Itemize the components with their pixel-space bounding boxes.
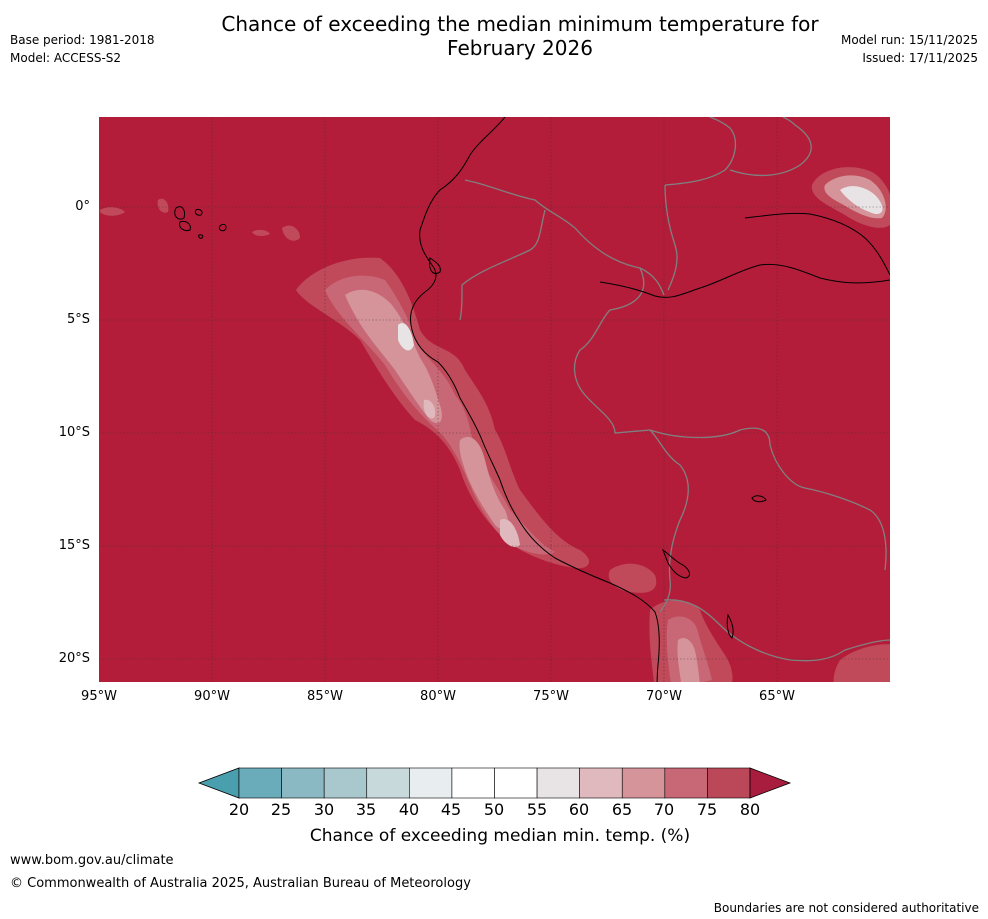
colorbar-cell-65-70 [621, 767, 666, 799]
inland-lake-1 [751, 495, 767, 503]
colorbar-cell-70-75 [664, 767, 708, 799]
boundary-bolivia-brazil [649, 427, 887, 571]
boundary-colombia-south [464, 179, 665, 296]
boundary-peru-bolivia [649, 429, 689, 613]
colorbar-cell-40-45 [409, 767, 453, 799]
probability-field-background [99, 117, 890, 682]
map-title-line1: Chance of exceeding the median minimum t… [221, 12, 819, 36]
inland-lake-2 [726, 613, 734, 639]
rio-negro [744, 212, 890, 276]
galapagos-island-2 [179, 221, 191, 231]
colorbar-cell-30-35 [323, 767, 368, 799]
contour-55-60-coast-patch [423, 399, 436, 419]
contour-70-75-galapagos [157, 198, 169, 213]
galapagos-island-3 [194, 209, 203, 216]
base-period-text: Base period: 1981-2018 [10, 33, 155, 47]
contour-70-75-southeast [833, 644, 890, 682]
colorbar-cell-35-40 [366, 767, 410, 799]
contour-70-75-inland-patch [608, 563, 657, 593]
gulf-of-guayaquil [429, 257, 441, 274]
colorbar-cell-50-55 [494, 767, 538, 799]
colorbar-cell-45-50 [451, 767, 495, 799]
footer-url[interactable]: www.bom.gov.au/climate [10, 853, 174, 868]
boundary-ecuador-peru [459, 209, 546, 321]
contour-70-75-west-edge [100, 207, 125, 216]
footer-boundaries-note: Boundaries are not considered authoritat… [713, 901, 979, 915]
boundary-colombia-brazil [664, 184, 678, 291]
galapagos-island-4 [218, 223, 227, 232]
contour-50-55-northeast [840, 186, 883, 215]
colorbar-cell-20-25 [238, 767, 282, 799]
contour-50-55-coast-peak [398, 322, 414, 351]
south-america-coastline [410, 117, 660, 682]
boundary-peru-brazil [573, 267, 651, 434]
galapagos-island-5 [198, 234, 204, 239]
colorbar-title: Chance of exceeding median min. temp. (%… [309, 826, 691, 846]
country-boundaries [459, 117, 890, 662]
footer-copyright: © Commonwealth of Australia 2025, Austra… [10, 876, 471, 891]
colorbar-cell-60-65 [579, 767, 623, 799]
lat-lon-gridlines [99, 117, 890, 682]
coastlines-rivers [174, 117, 890, 682]
amazon-river [599, 263, 890, 298]
model-run-text: Model run: 15/11/2025 [840, 33, 978, 47]
colorbar-cell-55-60 [536, 767, 580, 799]
contour-60-65-coast-north [345, 289, 442, 424]
contour-70-75-ocean-patch [282, 225, 300, 241]
boundary-bolivia-south [663, 599, 890, 662]
boundary-venezuela-brazil [729, 117, 812, 177]
contour-70-75-ocean-patch-small [252, 229, 270, 237]
contour-60-65-altiplano [677, 637, 700, 682]
colorbar-high-extension [749, 767, 792, 799]
model-name-text: Model: ACCESS-S2 [10, 51, 122, 65]
colorbar-cell-75-80 [707, 767, 751, 799]
contour-60-65-coast-central [459, 436, 508, 530]
colorbar-low-extension [197, 767, 240, 799]
colorbar-cells [238, 767, 751, 799]
probability-contours [100, 167, 890, 682]
colorbar [197, 767, 792, 799]
lake-titicaca [661, 548, 691, 579]
contour-55-60-coast-south [500, 519, 520, 547]
issued-date-text: Issued: 17/11/2025 [862, 51, 978, 65]
map-title-line2: February 2026 [447, 36, 593, 60]
galapagos-island-1 [174, 206, 185, 220]
boundary-colombia-venezuela [664, 117, 737, 186]
colorbar-cell-25-30 [281, 767, 325, 799]
map-plot-area [99, 117, 890, 682]
